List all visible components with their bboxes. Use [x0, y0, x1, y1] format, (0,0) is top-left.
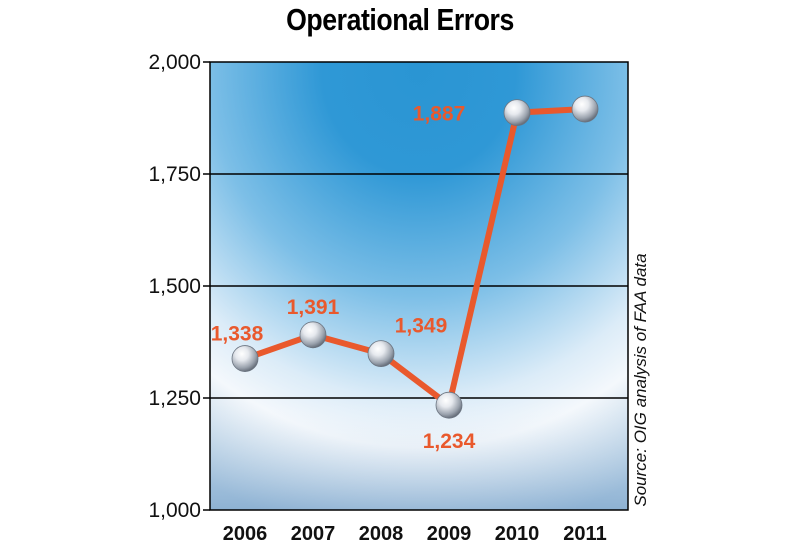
- y-tick-label: 1,500: [148, 275, 201, 298]
- data-point: [367, 340, 395, 368]
- y-axis: 1,000 1,250 1,500 1,750 2,000: [148, 51, 210, 522]
- y-tick-label: 2,000: [148, 51, 201, 74]
- gridlines: [210, 173, 628, 399]
- data-point: [503, 99, 531, 127]
- y-tick-label: 1,250: [148, 387, 201, 410]
- x-tick-label: 2008: [359, 523, 404, 545]
- x-axis: 2006 2007 2008 2009 2010 2011: [223, 523, 607, 545]
- source-note: Source: OIG analysis of FAA data: [631, 253, 650, 506]
- data-point: [299, 321, 327, 349]
- y-tick-label: 1,750: [148, 163, 201, 186]
- x-tick-label: 2011: [563, 523, 606, 545]
- data-point: [435, 391, 463, 419]
- data-label: 1,349: [395, 315, 448, 338]
- data-label: 1,887: [413, 103, 466, 126]
- data-point: [571, 95, 599, 123]
- data-label: 1,338: [211, 323, 264, 346]
- data-label: 1,391: [287, 296, 340, 319]
- x-tick-label: 2009: [427, 523, 472, 545]
- chart-title: Operational Errors: [286, 2, 514, 37]
- y-tick-label: 1,000: [148, 499, 201, 522]
- data-labels: 1,338 1,391 1,349 1,234 1,887: [211, 103, 476, 454]
- x-tick-label: 2010: [495, 523, 540, 545]
- data-point: [231, 345, 259, 372]
- x-tick-label: 2007: [291, 523, 336, 545]
- x-tick-label: 2006: [223, 523, 268, 545]
- data-label: 1,234: [423, 430, 476, 453]
- series-errors: [231, 95, 599, 419]
